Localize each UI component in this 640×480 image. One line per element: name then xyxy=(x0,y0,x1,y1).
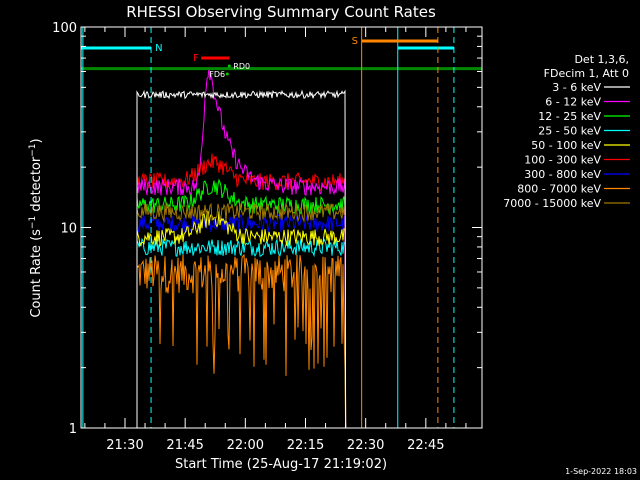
y-axis-label-main: Count Rate (s xyxy=(29,229,44,318)
x-tick-label: 22:15 xyxy=(287,438,324,453)
legend-label: 100 - 300 keV xyxy=(524,154,601,167)
x-axis-label: Start Time (25-Aug-17 21:19:02) xyxy=(175,457,387,472)
series-line xyxy=(136,153,347,429)
series-line xyxy=(136,67,347,429)
night-flag-label: N xyxy=(155,43,162,54)
x-tick-label: 22:30 xyxy=(347,438,384,453)
flare-flag-label: F xyxy=(193,53,199,64)
legend-label: 800 - 7000 keV xyxy=(517,183,601,196)
x-axis: 21:30 21:45 22:00 22:15 22:30 22:45 xyxy=(84,27,467,453)
decimation-rd0-label: RD0 xyxy=(233,62,250,71)
series-line xyxy=(136,253,347,429)
decimation-rd0-marker xyxy=(227,64,231,68)
decimation-fd6-marker xyxy=(225,72,229,76)
chart-title: RHESSI Observing Summary Count Rates xyxy=(126,3,436,21)
x-tick-label: 21:30 xyxy=(106,438,143,453)
series-line xyxy=(136,201,347,429)
y-axis-label-mid: detector xyxy=(29,156,44,216)
y-tick-label: 1 xyxy=(69,422,77,437)
legend-label: 6 - 12 keV xyxy=(545,96,601,109)
legend-label: 12 - 25 keV xyxy=(538,110,601,123)
legend-decimation: FDecim 1, Att 0 xyxy=(544,67,629,80)
y-axis: 1 10 100 xyxy=(52,21,482,437)
y-axis-label: Count Rate (s−1 detector−1) xyxy=(28,138,44,317)
legend: Det 1,3,6, FDecim 1, Att 0 3 - 6 keV 6 - … xyxy=(503,53,630,210)
y-tick-label: 100 xyxy=(52,21,77,36)
x-tick-label: 21:45 xyxy=(166,438,203,453)
x-tick-label: 22:45 xyxy=(407,438,444,453)
decimation-fd6-label: FD6 xyxy=(209,70,225,79)
x-tick-label: 22:00 xyxy=(227,438,264,453)
legend-label: 300 - 800 keV xyxy=(524,168,601,181)
series-line xyxy=(136,211,347,429)
legend-label: 50 - 100 keV xyxy=(531,139,601,152)
render-timestamp: 1-Sep-2022 18:03 xyxy=(565,467,637,476)
flag-layer: N S F RD0 FD6 xyxy=(81,27,482,428)
plot-data-layer xyxy=(136,67,347,429)
saa-flag-label: S xyxy=(352,36,358,47)
y-axis-label-exp1: −1 xyxy=(28,216,38,229)
y-axis-label-exp2: −1 xyxy=(28,143,38,156)
legend-detectors: Det 1,3,6, xyxy=(574,53,629,66)
legend-label: 7000 - 15000 keV xyxy=(503,197,601,210)
series-line xyxy=(136,89,347,429)
legend-label: 3 - 6 keV xyxy=(552,81,601,94)
y-tick-label: 10 xyxy=(60,222,77,237)
y-axis-label-end: ) xyxy=(29,138,44,143)
legend-label: 25 - 50 keV xyxy=(538,125,601,138)
series-line xyxy=(136,237,347,429)
